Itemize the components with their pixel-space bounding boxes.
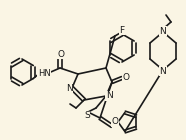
Text: O: O xyxy=(111,117,118,127)
Text: O: O xyxy=(57,50,65,59)
Text: N: N xyxy=(160,26,166,36)
Text: F: F xyxy=(119,25,125,34)
Text: S: S xyxy=(84,111,90,121)
Text: N: N xyxy=(106,92,112,101)
Text: N: N xyxy=(66,83,72,93)
Text: N: N xyxy=(160,66,166,75)
Text: O: O xyxy=(123,73,129,81)
Text: HN: HN xyxy=(38,68,50,78)
